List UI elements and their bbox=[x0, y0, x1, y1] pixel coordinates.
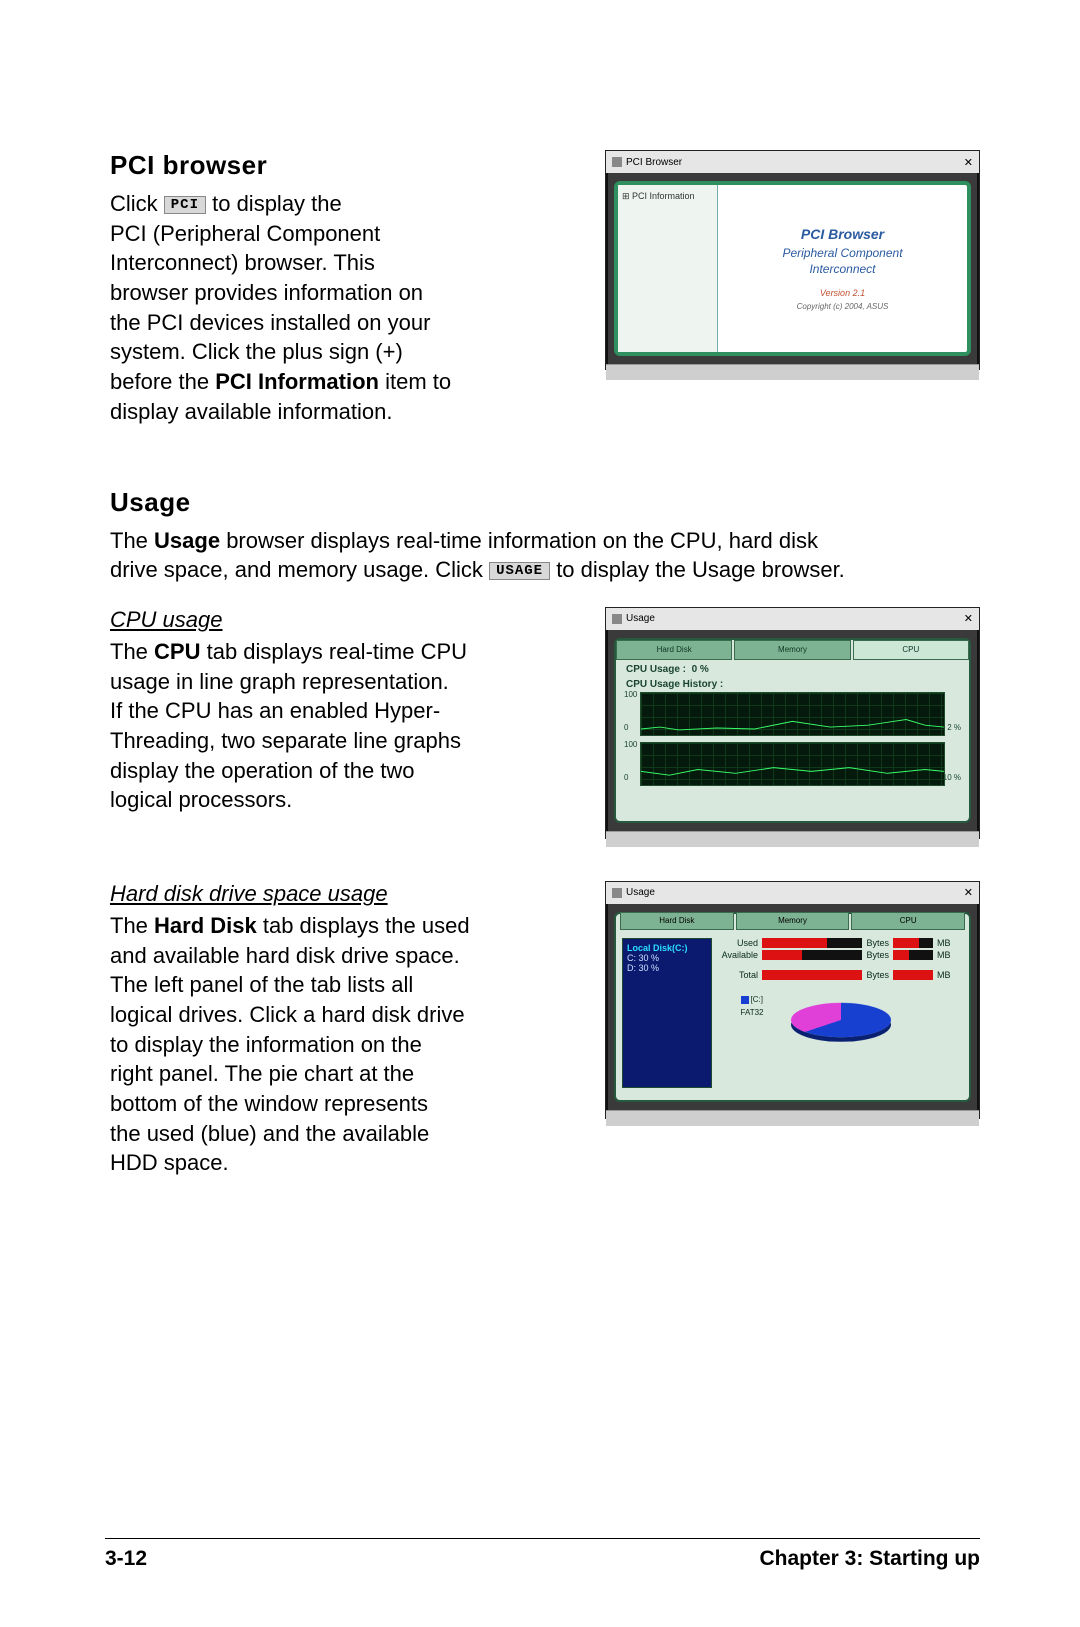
legend-swatch-used bbox=[741, 996, 749, 1004]
text: tab displays real-time CPU usage in line… bbox=[110, 639, 467, 812]
pci-info: PCI Browser Peripheral Component Interco… bbox=[718, 185, 967, 352]
axis: 0 bbox=[624, 773, 628, 782]
text: to display the PCI (Peripheral Component… bbox=[110, 191, 430, 394]
pci-screenshot: PCI Browser ✕ ⊞ PCI Information PCI Brow… bbox=[605, 150, 980, 370]
legend-label: FAT32 bbox=[741, 1008, 764, 1017]
text: The bbox=[110, 528, 154, 553]
cpu-paragraph: The CPU tab displays real-time CPU usage… bbox=[110, 637, 575, 815]
pci-body: ⊞ PCI Information PCI Browser Peripheral… bbox=[614, 181, 971, 356]
axis: 100 bbox=[624, 740, 637, 749]
hdd-stat-row: AvailableBytesMB bbox=[718, 950, 963, 960]
page: PCI browser Click PCI to display the PCI… bbox=[0, 0, 1080, 1627]
pci-tree[interactable]: ⊞ PCI Information bbox=[618, 185, 718, 352]
tab-harddisk[interactable]: Hard Disk bbox=[620, 912, 734, 930]
titlebar: Usage ✕ bbox=[606, 608, 979, 630]
list-item[interactable]: Local Disk(C:) bbox=[627, 943, 707, 953]
hdd-paragraph: The Hard Disk tab displays the used and … bbox=[110, 911, 575, 1178]
hdd-drive-list[interactable]: Local Disk(C:) C: 30 % D: 30 % bbox=[622, 938, 712, 1088]
usage-paragraph: The Usage browser displays real-time inf… bbox=[110, 526, 980, 585]
tab-cpu[interactable]: CPU bbox=[853, 640, 969, 660]
window-icon bbox=[612, 157, 622, 167]
text-bold: PCI Information bbox=[215, 369, 379, 394]
pci-button-inline[interactable]: PCI bbox=[164, 196, 206, 214]
cpu-screenshot: Usage ✕ Hard Disk Memory CPU CPU Usage :… bbox=[605, 607, 980, 839]
close-icon[interactable]: ✕ bbox=[964, 612, 973, 625]
footer-rule bbox=[105, 1538, 980, 1539]
pci-heading: PCI browser bbox=[110, 150, 575, 181]
legend-label: [C:] bbox=[751, 995, 763, 1004]
usage-button-inline[interactable]: USAGE bbox=[489, 562, 550, 580]
shot-footer bbox=[606, 1110, 979, 1126]
page-number: 3-12 bbox=[105, 1547, 147, 1571]
cpu-graph-2-wrap: 100 0 10 % bbox=[622, 742, 963, 786]
window-title: Usage bbox=[626, 887, 655, 898]
hdd-subheading: Hard disk drive space usage bbox=[110, 881, 575, 907]
hdd-screenshot: Usage ✕ Hard Disk Memory CPU Local Disk(… bbox=[605, 881, 980, 1119]
titlebar: Usage ✕ bbox=[606, 882, 979, 904]
text-bold: CPU bbox=[154, 639, 200, 664]
list-item[interactable]: C: 30 % bbox=[627, 953, 707, 963]
pci-copyright: Copyright (c) 2004, ASUS bbox=[797, 302, 889, 311]
pci-paragraph: Click PCI to display the PCI (Peripheral… bbox=[110, 189, 575, 427]
pie-chart: [C:] FAT32 bbox=[781, 990, 901, 1060]
window-icon bbox=[612, 614, 622, 624]
hdd-details: UsedBytesMBAvailableBytesMBTotalBytesMB … bbox=[718, 938, 963, 1094]
shot-footer bbox=[606, 364, 979, 380]
pie bbox=[791, 1003, 891, 1037]
tab-memory[interactable]: Memory bbox=[736, 912, 850, 930]
tab-harddisk[interactable]: Hard Disk bbox=[616, 640, 732, 660]
page-footer: 3-12 Chapter 3: Starting up bbox=[105, 1547, 980, 1571]
hdd-stat-row: TotalBytesMB bbox=[718, 970, 963, 980]
pie-legend: [C:] FAT32 bbox=[741, 994, 764, 1020]
text-bold: Usage bbox=[154, 528, 220, 553]
hdd-tabs: Hard Disk Memory CPU bbox=[620, 912, 965, 930]
text: Click bbox=[110, 191, 164, 216]
tab-memory[interactable]: Memory bbox=[734, 640, 850, 660]
cpu-graph-1-wrap: 100 0 2 % bbox=[622, 692, 963, 736]
text: The bbox=[110, 913, 154, 938]
cpu-history-label: CPU Usage History : bbox=[626, 679, 963, 690]
cpu-body: Hard Disk Memory CPU CPU Usage : 0 % CPU… bbox=[614, 638, 971, 823]
usage-section: Usage The Usage browser displays real-ti… bbox=[110, 487, 980, 585]
text: to display the Usage browser. bbox=[550, 557, 845, 582]
hdd-stat-row: UsedBytesMB bbox=[718, 938, 963, 948]
pci-section: PCI browser Click PCI to display the PCI… bbox=[110, 150, 980, 427]
cpu-usage-label: CPU Usage : 0 % bbox=[626, 664, 963, 675]
window-title: Usage bbox=[626, 613, 655, 624]
window-icon bbox=[612, 888, 622, 898]
hdd-section: Hard disk drive space usage The Hard Dis… bbox=[110, 881, 980, 1178]
cpu-section: CPU usage The CPU tab displays real-time… bbox=[110, 607, 980, 839]
axis: 0 bbox=[624, 723, 628, 732]
pci-version: Version 2.1 bbox=[820, 288, 865, 298]
pci-title: PCI Browser bbox=[801, 226, 884, 242]
text-bold: Hard Disk bbox=[154, 913, 257, 938]
text: tab displays the used and available hard… bbox=[110, 913, 470, 1176]
cpu-subheading: CPU usage bbox=[110, 607, 575, 633]
usage-heading: Usage bbox=[110, 487, 980, 518]
pci-subtitle: Peripheral Component Interconnect bbox=[782, 246, 902, 277]
tab-cpu[interactable]: CPU bbox=[851, 912, 965, 930]
close-icon[interactable]: ✕ bbox=[964, 886, 973, 899]
window-title: PCI Browser bbox=[626, 157, 682, 168]
chapter-label: Chapter 3: Starting up bbox=[759, 1547, 980, 1571]
cpu-graph-1 bbox=[640, 692, 945, 736]
cpu-graph-2 bbox=[640, 742, 945, 786]
cpu-tabs: Hard Disk Memory CPU bbox=[616, 640, 969, 660]
hdd-body: Local Disk(C:) C: 30 % D: 30 % UsedBytes… bbox=[614, 912, 971, 1102]
titlebar: PCI Browser ✕ bbox=[606, 151, 979, 173]
shot-footer bbox=[606, 831, 979, 847]
axis: 2 % bbox=[947, 723, 961, 732]
list-item[interactable]: D: 30 % bbox=[627, 963, 707, 973]
text: The bbox=[110, 639, 154, 664]
close-icon[interactable]: ✕ bbox=[964, 156, 973, 169]
axis: 100 bbox=[624, 690, 637, 699]
axis: 10 % bbox=[943, 773, 961, 782]
